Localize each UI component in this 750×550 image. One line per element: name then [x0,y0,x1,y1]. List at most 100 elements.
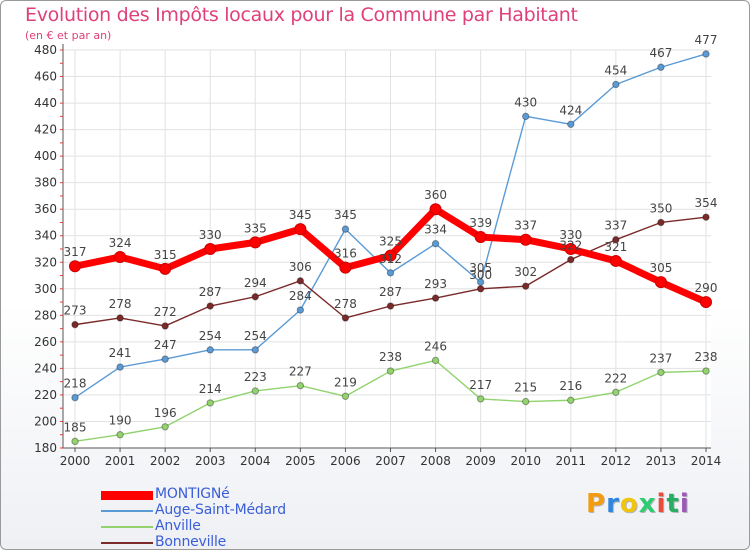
x-tick-label: 2008 [420,454,451,468]
data-label: 321 [604,240,627,254]
data-label: 287 [379,285,402,299]
data-label: 467 [649,46,672,60]
data-point [567,396,575,404]
data-point [567,120,575,128]
data-point [522,282,530,290]
data-label: 216 [559,379,582,393]
legend-label: Auge-Saint-Médard [155,502,286,518]
data-label: 300 [469,268,492,282]
data-point [431,239,440,248]
legend-label: Bonneville [155,534,227,550]
data-point [386,269,395,277]
data-point [702,50,710,58]
data-label: 337 [514,219,537,233]
data-label: 241 [109,346,132,360]
data-label: 214 [199,382,222,396]
data-point [339,261,352,274]
logo-letter: o [619,489,639,519]
data-label: 334 [424,223,447,237]
data-point [700,296,712,309]
data-point [341,225,350,233]
data-label: 237 [649,351,672,365]
data-label: 290 [695,281,718,295]
data-point [476,285,485,293]
x-tick-label: 2011 [556,454,587,468]
data-point [341,392,350,400]
data-label: 305 [469,261,492,275]
data-label: 339 [469,216,492,230]
data-label: 337 [604,219,627,233]
data-point [657,218,665,227]
data-label: 287 [199,285,222,299]
data-point [341,314,350,322]
data-label: 330 [559,228,582,242]
data-label: 254 [244,329,267,343]
x-tick-label: 2005 [285,454,316,468]
logo-letter: t [666,489,680,519]
data-label: 424 [559,103,582,117]
data-label: 315 [154,248,177,262]
y-tick-label: 340 [34,229,57,243]
chart-subtitle: (en € et par an) [25,29,112,42]
data-point [114,250,127,263]
y-tick-label: 300 [34,282,57,296]
data-point [296,277,305,285]
data-point [657,368,665,377]
data-label: 430 [514,95,537,109]
data-point [429,203,442,216]
data-point [612,388,620,396]
data-point [564,243,577,255]
data-label: 454 [604,63,627,77]
data-label: 335 [244,221,267,235]
data-point [116,363,124,371]
logo-letter: x [638,489,657,519]
x-tick-label: 2007 [375,454,406,468]
legend-swatch [101,510,153,512]
data-label: 322 [559,239,582,253]
data-label: 305 [649,261,672,275]
data-point [657,63,665,71]
data-point [71,320,79,329]
y-tick-label: 360 [34,202,57,216]
x-tick-label: 2013 [646,454,677,468]
x-tick-label: 2004 [240,454,271,468]
logo-letter: i [656,489,667,519]
data-label: 227 [289,365,312,379]
data-label: 294 [244,276,267,290]
data-point [294,223,307,236]
data-label: 302 [514,265,537,279]
legend-label: Anville [155,518,201,534]
data-point [71,393,79,402]
data-label: 317 [64,245,87,259]
y-tick-label: 260 [34,335,57,349]
data-point [251,293,259,301]
data-label: 330 [199,228,222,242]
data-label: 306 [289,260,312,274]
x-tick-label: 2002 [150,454,181,468]
data-point [159,262,172,275]
data-point [522,112,530,121]
legend-label: MONTIGNé [155,486,230,502]
data-point [71,437,79,446]
y-tick-label: 280 [34,308,57,322]
data-point [609,254,622,267]
y-tick-label: 180 [34,441,57,455]
data-label: 278 [109,297,132,311]
data-point [251,346,259,354]
data-point [431,356,440,365]
data-point [522,397,530,406]
x-tick-label: 2010 [510,454,541,468]
data-label: 284 [289,289,312,303]
data-point [476,395,485,403]
x-tick-label: 2012 [601,454,632,468]
data-point [654,276,667,289]
y-tick-label: 480 [34,43,57,57]
y-tick-label: 460 [34,70,57,84]
y-tick-label: 220 [34,388,57,402]
y-tick-label: 200 [34,414,57,428]
data-label: 278 [334,297,357,311]
data-point [206,399,214,407]
legend-swatch [101,542,153,544]
data-label: 190 [109,414,132,428]
